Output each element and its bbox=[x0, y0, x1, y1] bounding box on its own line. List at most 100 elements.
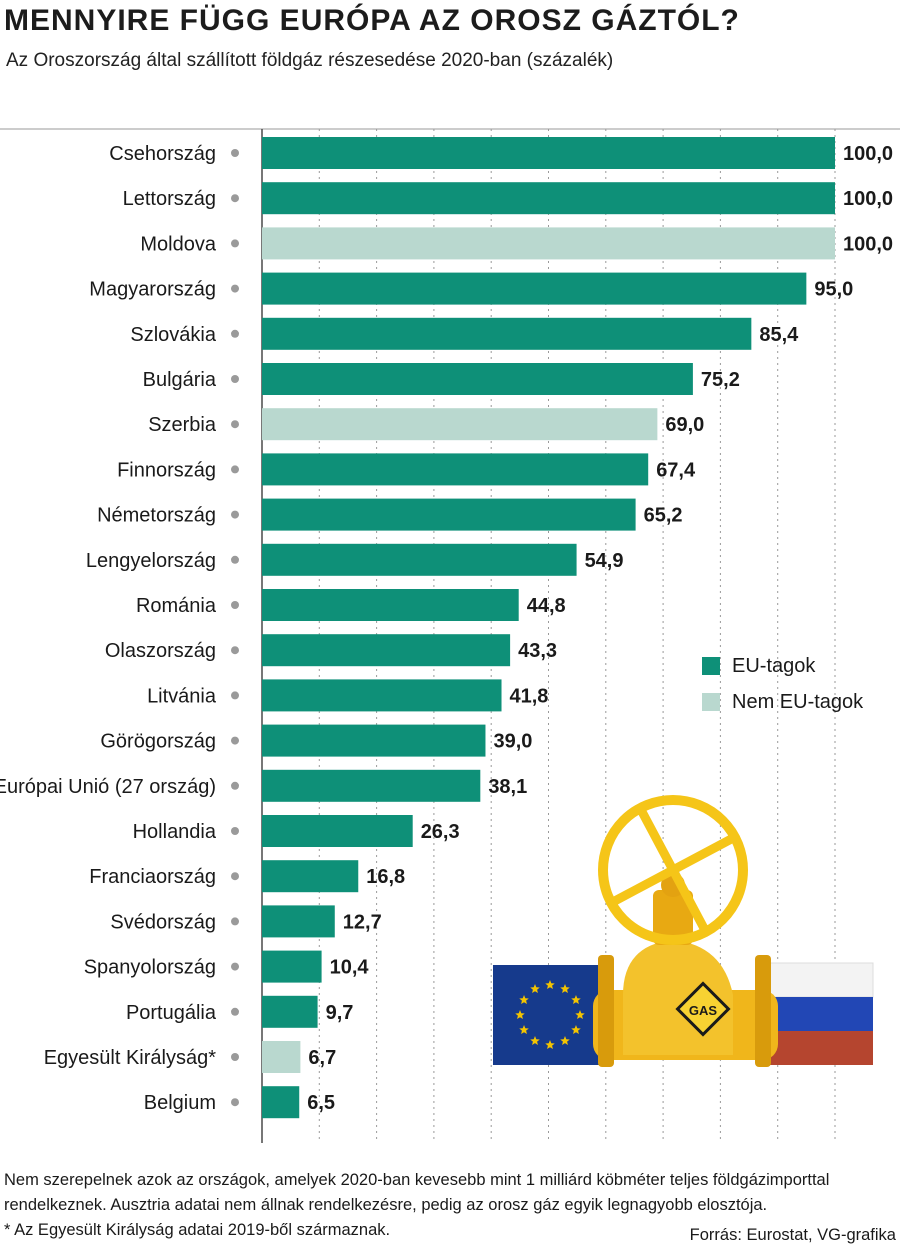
category-label: Moldova bbox=[140, 233, 216, 255]
value-label: 65,2 bbox=[644, 505, 683, 527]
eu-star-icon bbox=[560, 1035, 570, 1046]
category-dot bbox=[231, 827, 239, 835]
category-dot bbox=[231, 420, 239, 429]
category-dot bbox=[231, 149, 239, 157]
source-credit: Forrás: Eurostat, VG-grafika bbox=[689, 1226, 896, 1244]
legend-item-eu: EU-tagok bbox=[702, 648, 863, 684]
value-label: 38,1 bbox=[488, 776, 527, 798]
bar-eu bbox=[262, 1086, 300, 1119]
value-label: 9,7 bbox=[326, 1002, 354, 1024]
category-label: Egyesült Királyság* bbox=[44, 1047, 217, 1069]
gas-sign-label: GAS bbox=[689, 1003, 718, 1018]
eu-star-icon bbox=[530, 984, 540, 994]
bar-eu bbox=[262, 634, 511, 667]
value-label: 10,4 bbox=[330, 957, 370, 979]
value-label: 69,0 bbox=[665, 414, 704, 436]
category-label: Franciaország bbox=[89, 866, 216, 888]
legend-swatch-eu bbox=[702, 657, 720, 675]
category-dot bbox=[231, 917, 239, 926]
category-label: Bulgária bbox=[143, 369, 217, 391]
value-label: 54,9 bbox=[585, 550, 624, 572]
category-dot bbox=[231, 1007, 239, 1016]
value-label: 44,8 bbox=[527, 595, 566, 617]
eu-star-icon bbox=[571, 1025, 581, 1035]
chart-subtitle: Az Oroszország által szállított földgáz … bbox=[6, 50, 614, 71]
value-label: 85,4 bbox=[759, 324, 799, 346]
footnote-line-1: Nem szerepelnek azok az országok, amelye… bbox=[4, 1171, 830, 1189]
value-label: 41,8 bbox=[510, 685, 549, 707]
gas-valve-illustration: GAS bbox=[493, 795, 874, 1067]
category-dot bbox=[231, 781, 239, 790]
category-label: Belgium bbox=[144, 1092, 216, 1114]
category-dot bbox=[231, 194, 239, 203]
value-label: 75,2 bbox=[701, 369, 740, 391]
footnote-line-3: * Az Egyesült Királyság adatai 2019-ből … bbox=[4, 1221, 391, 1239]
category-label: Hollandia bbox=[133, 821, 217, 843]
value-label: 26,3 bbox=[421, 821, 460, 843]
bar-eu bbox=[262, 272, 807, 305]
category-dot bbox=[231, 465, 239, 474]
value-label: 95,0 bbox=[814, 279, 853, 301]
eu-star-icon bbox=[545, 1040, 555, 1050]
bar-eu bbox=[262, 905, 335, 938]
eu-star-icon bbox=[575, 1010, 585, 1020]
bar-eu bbox=[262, 182, 835, 215]
category-label: Európai Unió (27 ország) bbox=[0, 776, 216, 798]
bar-eu bbox=[262, 317, 752, 350]
category-dot bbox=[231, 375, 239, 383]
category-label: Litvánia bbox=[147, 685, 217, 707]
bar-eu bbox=[262, 860, 359, 893]
legend-label-eu: EU-tagok bbox=[732, 654, 816, 677]
category-dot bbox=[231, 555, 239, 564]
value-label: 6,5 bbox=[307, 1092, 335, 1114]
bar-eu bbox=[262, 589, 519, 621]
category-label: Csehország bbox=[109, 143, 216, 165]
legend-item-non-eu: Nem EU-tagok bbox=[702, 684, 863, 720]
footnote: Nem szerepelnek azok az országok, amelye… bbox=[4, 1168, 894, 1243]
bar-eu bbox=[262, 724, 486, 757]
legend: EU-tagok Nem EU-tagok bbox=[702, 648, 863, 720]
bar-layer: Csehország 100,0 Lettország 100,0 Moldova 100… bbox=[0, 137, 893, 1119]
footnote-line-2: rendelkeznek. Ausztria adatai nem állnak… bbox=[4, 1196, 768, 1214]
category-dot bbox=[231, 691, 239, 700]
bar-eu bbox=[262, 137, 835, 169]
category-label: Magyarország bbox=[89, 279, 216, 301]
eu-star-icon bbox=[560, 984, 570, 994]
russian-flag-icon bbox=[762, 962, 874, 1065]
value-label: 100,0 bbox=[843, 233, 893, 255]
bar-non_eu bbox=[262, 1041, 301, 1073]
eu-star-icon bbox=[571, 995, 581, 1005]
bar-eu bbox=[262, 995, 318, 1028]
bar-eu bbox=[262, 363, 693, 395]
category-label: Lettország bbox=[123, 188, 216, 210]
category-dot bbox=[231, 239, 239, 248]
category-label: Szlovákia bbox=[130, 324, 216, 346]
bar-eu bbox=[262, 769, 481, 802]
bar-eu bbox=[262, 679, 502, 712]
value-label: 100,0 bbox=[843, 143, 893, 165]
value-label: 43,3 bbox=[518, 640, 557, 662]
category-dot bbox=[231, 510, 239, 519]
bar-eu bbox=[262, 950, 322, 983]
value-label: 12,7 bbox=[343, 911, 382, 933]
bar-eu bbox=[262, 815, 413, 847]
chart-title: MENNYIRE FÜGG EURÓPA AZ OROSZ GÁZTÓL? bbox=[4, 4, 740, 37]
value-label: 16,8 bbox=[366, 866, 405, 888]
category-label: Szerbia bbox=[148, 414, 217, 436]
category-label: Portugália bbox=[126, 1002, 217, 1024]
eu-star-icon bbox=[519, 1025, 529, 1035]
category-dot bbox=[231, 736, 239, 745]
gas-valve-icon: GAS bbox=[593, 795, 778, 1067]
eu-star-icon bbox=[530, 1035, 540, 1046]
value-label: 100,0 bbox=[843, 188, 893, 210]
category-dot bbox=[231, 284, 239, 293]
legend-swatch-non-eu bbox=[702, 693, 720, 711]
category-dot bbox=[231, 962, 239, 971]
eu-flag-icon bbox=[493, 965, 608, 1065]
eu-star-icon bbox=[545, 980, 555, 990]
bar-eu bbox=[262, 498, 636, 531]
eu-star-icon bbox=[519, 995, 529, 1005]
category-label: Románia bbox=[136, 595, 217, 617]
category-label: Görögország bbox=[100, 731, 216, 753]
eu-star-icon bbox=[515, 1010, 525, 1020]
